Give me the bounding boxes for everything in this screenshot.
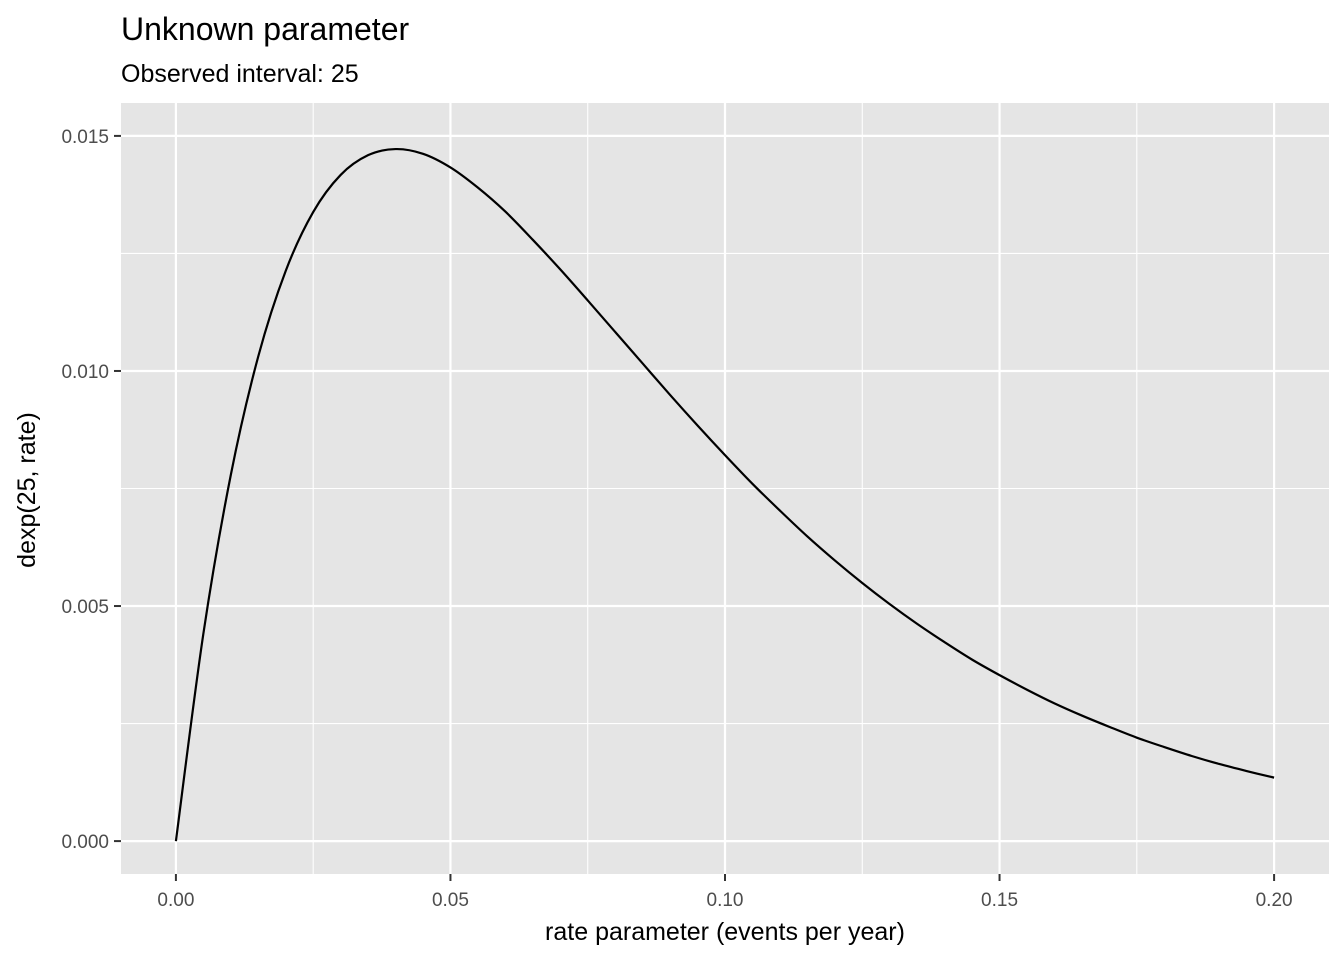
chart-title: Unknown parameter xyxy=(121,11,409,47)
x-tick-label: 0.10 xyxy=(707,890,744,911)
density-curve xyxy=(174,147,1275,842)
x-tick-labels: 0.00 0.05 0.10 0.15 0.20 xyxy=(157,890,1292,911)
y-tick-label: 0.015 xyxy=(61,127,109,148)
major-gridlines xyxy=(121,103,1329,874)
x-tick-label: 0.20 xyxy=(1256,890,1293,911)
y-tick-label: 0.000 xyxy=(61,832,109,853)
x-axis-title: rate parameter (events per year) xyxy=(545,918,905,946)
y-axis-title: dexp(25, rate) xyxy=(13,412,41,568)
x-tick-label: 0.15 xyxy=(981,890,1018,911)
y-tick-label: 0.010 xyxy=(61,362,109,383)
x-tick-label: 0.00 xyxy=(157,890,194,911)
x-tick-label: 0.05 xyxy=(432,890,469,911)
y-tick-label: 0.005 xyxy=(61,597,109,618)
y-tick-labels: 0.000 0.005 0.010 0.015 xyxy=(61,127,109,853)
chart-subtitle: Observed interval: 25 xyxy=(121,60,359,88)
axis-ticks xyxy=(114,134,1276,881)
